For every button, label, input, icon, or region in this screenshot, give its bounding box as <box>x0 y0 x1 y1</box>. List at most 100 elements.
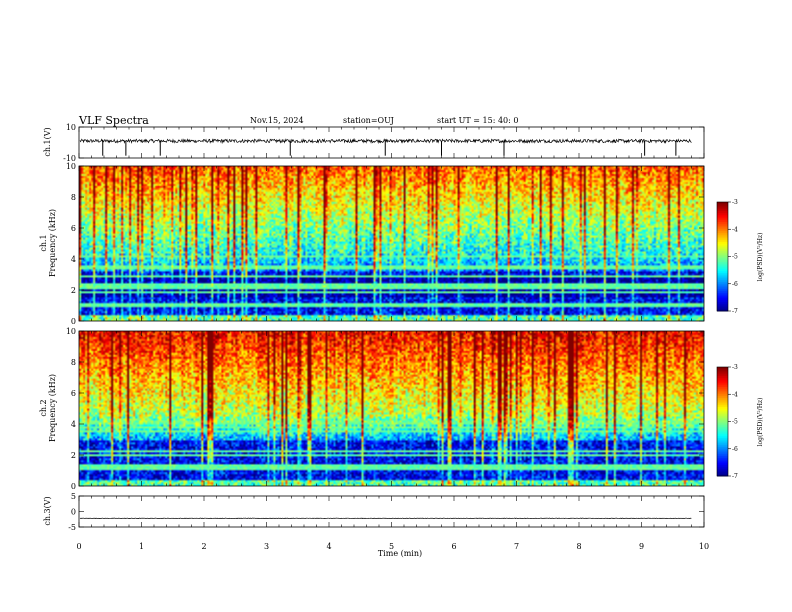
colorbar-cell <box>717 368 728 372</box>
ch1-channel-label: ch.1 <box>39 234 48 251</box>
wave1-trace <box>79 138 692 144</box>
colorbar-cell <box>717 450 728 453</box>
x-tick-label: 9 <box>639 542 644 551</box>
colorbar-tick-label: -6 <box>732 281 738 288</box>
y-tick-label: 8 <box>71 193 76 202</box>
colorbar-cell <box>717 459 728 462</box>
ch1-frequency-ylabel: Frequency (kHz) <box>48 209 57 277</box>
y-tick-label: 8 <box>71 358 76 367</box>
colorbar-cell <box>717 423 728 426</box>
colorbar-cell <box>717 227 728 230</box>
colorbar-cell <box>717 243 728 247</box>
time-axis-ticks: 0 1 2 3 4 5 6 7 8 9 10 <box>76 542 709 551</box>
y-tick-label: 2 <box>71 286 76 295</box>
y-tick-label: 5 <box>71 492 76 501</box>
colorbar-cell <box>717 287 728 290</box>
colorbar-cell <box>717 452 728 455</box>
colorbar-tick-label: -6 <box>732 446 738 453</box>
ch1-waveform-ticks: -10 10 <box>63 123 705 163</box>
colorbar-cell <box>717 209 728 212</box>
colorbar-cell <box>717 466 728 470</box>
ch1-colorbar-label: log(PSD)(V²/Hz) <box>757 233 764 282</box>
colorbar-cell <box>717 370 728 373</box>
colorbar-cell <box>717 410 728 413</box>
colorbar-cell <box>717 430 728 433</box>
colorbar-cell <box>717 432 728 435</box>
colorbar-cell <box>717 207 728 210</box>
time-axis-label: Time (min) <box>378 549 422 558</box>
colorbar-cell <box>717 408 728 412</box>
colorbar-cell <box>717 392 728 395</box>
colorbar-cell <box>717 261 728 265</box>
colorbar-cell <box>717 401 728 404</box>
ch3-waveform-panel: -5 0 5 ch.3(V) 0 1 2 3 4 5 6 7 8 9 10 <box>43 492 709 551</box>
colorbar-cell <box>717 406 728 410</box>
colorbar-tick-label: -5 <box>732 254 738 261</box>
colorbar-cell <box>717 238 728 241</box>
colorbar-cell <box>717 381 728 384</box>
colorbar-tick-label: -7 <box>732 308 738 315</box>
colorbar-cell <box>717 437 728 441</box>
colorbar-cell <box>717 300 728 303</box>
colorbar-cell <box>717 252 728 256</box>
y-tick-label: 0 <box>71 508 76 517</box>
colorbar-cell <box>717 216 728 219</box>
colorbar-cell <box>717 446 728 450</box>
colorbar-cell <box>717 425 728 428</box>
start-time-label: start UT = 15: 40: 0 <box>437 116 518 125</box>
colorbar-cell <box>717 203 728 207</box>
ch3-waveform-ticks: -5 0 5 <box>68 492 705 532</box>
colorbar-cell <box>717 403 728 406</box>
colorbar-cell <box>717 305 728 308</box>
colorbar-cell <box>717 285 728 288</box>
colorbar-cell <box>717 390 728 393</box>
colorbar-cell <box>717 439 728 442</box>
colorbar-cell <box>717 251 728 254</box>
colorbar-cell <box>717 249 728 252</box>
colorbar-cell <box>717 386 728 390</box>
spec2-heatmap <box>79 331 704 486</box>
colorbar-cell <box>717 280 728 283</box>
spec1-heatmap <box>79 166 704 321</box>
ch2-channel-label: ch.2 <box>39 399 48 416</box>
date-label: Nov.15, 2024 <box>250 116 304 125</box>
colorbar-cell <box>717 474 728 477</box>
colorbar-cell <box>717 260 728 263</box>
colorbar-cell <box>717 281 728 285</box>
colorbar-cell <box>717 421 728 424</box>
colorbar-cell <box>717 220 728 223</box>
colorbar-cell <box>717 256 728 259</box>
y-tick-label: 6 <box>71 224 76 233</box>
colorbar-cell <box>717 428 728 432</box>
colorbar-tick-label: -5 <box>732 419 738 426</box>
ch2-spectrogram-image <box>79 331 704 486</box>
colorbar-cell <box>717 456 728 459</box>
colorbar-cell <box>717 470 728 473</box>
x-tick-label: 8 <box>576 542 581 551</box>
x-tick-label: 4 <box>326 542 331 551</box>
colorbar-cell <box>717 303 728 307</box>
ch1-waveform-panel: -10 10 ch.1(V) <box>43 123 705 163</box>
y-tick-label: 4 <box>71 255 76 264</box>
colorbar-cell <box>717 445 728 448</box>
colorbar-cell <box>717 463 728 466</box>
ch1-spectrogram-image <box>79 166 704 321</box>
colorbar-cell <box>717 258 728 261</box>
x-tick-label: 7 <box>514 542 519 551</box>
colorbar-cell <box>717 417 728 421</box>
ch2-frequency-ylabel: Frequency (kHz) <box>48 374 57 442</box>
colorbar-cell <box>717 271 728 274</box>
ch2-colorbar: -7 -6 -5 -4 -3 <box>716 364 738 480</box>
colorbar-cell <box>717 426 728 430</box>
colorbar-cell <box>717 269 728 272</box>
colorbar-cell <box>717 461 728 464</box>
colorbar-cell <box>717 301 728 305</box>
colorbar-cell <box>717 367 728 370</box>
colorbar-cell <box>717 307 728 310</box>
colorbar-cell <box>717 254 728 257</box>
colorbar-cell <box>717 377 728 381</box>
colorbar-cell <box>717 214 728 218</box>
colorbar-cell <box>717 274 728 277</box>
colorbar-cell <box>717 388 728 392</box>
